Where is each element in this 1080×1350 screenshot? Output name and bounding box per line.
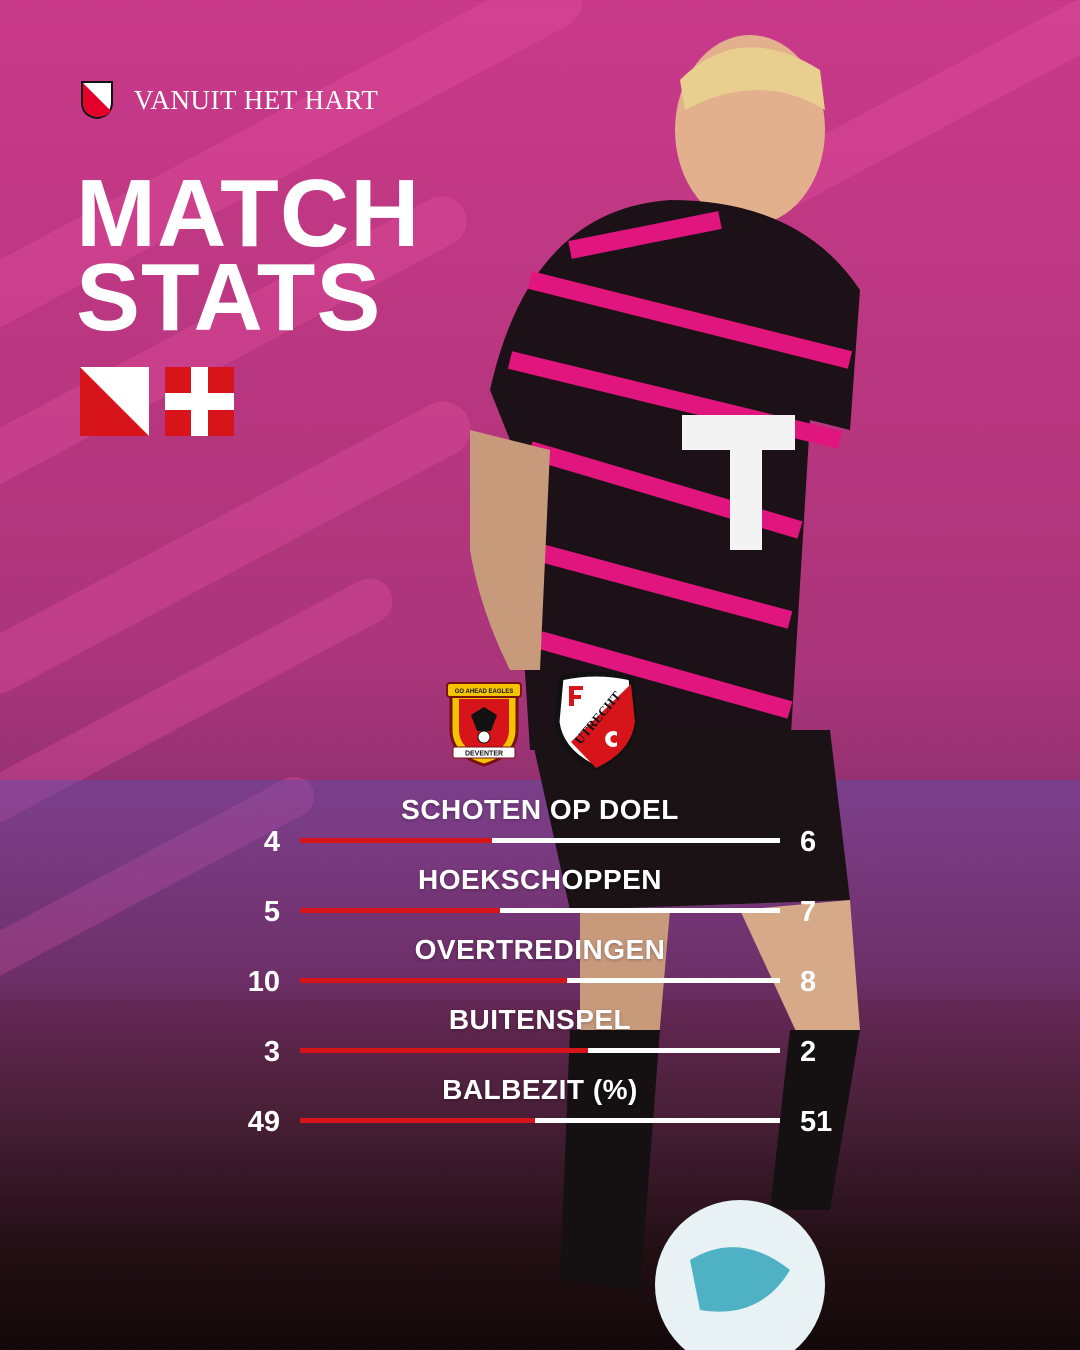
player-photo	[470, 35, 860, 1350]
comparison-bar	[300, 1118, 780, 1123]
utrecht-province-flag-icon	[165, 367, 234, 436]
stat-row: SCHOTEN OP DOEL 4 6	[230, 795, 860, 865]
home-fill	[300, 978, 567, 983]
home-crest-text-bottom: DEVENTER	[465, 751, 503, 758]
home-fill	[300, 1118, 536, 1123]
brand-header: VANUIT HET HART	[80, 80, 378, 120]
go-ahead-eagles-crest-icon: GO AHEAD EAGLES DEVENTER	[446, 682, 522, 767]
stat-row: BUITENSPEL 3 2	[230, 1005, 860, 1075]
home-value: 4	[263, 826, 280, 858]
fc-utrecht-crest-icon: UTRECHT	[554, 672, 638, 770]
away-value: 2	[800, 1036, 817, 1068]
stat-label: BALBEZIT (%)	[442, 1074, 638, 1105]
brand-slogan: VANUIT HET HART	[134, 84, 379, 115]
home-value: 5	[263, 896, 280, 928]
away-value: 6	[800, 826, 817, 858]
utrecht-flag-icon	[80, 367, 149, 436]
advertising-board	[0, 780, 1080, 1000]
home-fill	[300, 1048, 588, 1053]
title-line-2: STATS	[76, 244, 382, 351]
stat-label: SCHOTEN OP DOEL	[401, 794, 679, 825]
comparison-bar	[300, 908, 780, 913]
comparison-bar	[300, 838, 780, 843]
home-value: 49	[247, 1106, 280, 1138]
flags	[80, 367, 234, 436]
away-value: 7	[800, 896, 817, 928]
telekom-logo-icon	[682, 415, 795, 550]
team-crests: GO AHEAD EAGLES DEVENTER UTRECHT	[445, 672, 641, 770]
stat-row: BALBEZIT (%) 49 51	[230, 1075, 860, 1145]
page-title: MATCH STATS	[76, 160, 421, 351]
home-value: 10	[247, 966, 280, 998]
away-value: 8	[800, 966, 817, 998]
comparison-bar	[300, 1048, 780, 1053]
comparison-bar	[300, 978, 780, 983]
utrecht-shield-icon	[81, 81, 113, 120]
stat-label: HOEKSCHOPPEN	[417, 864, 663, 895]
stat-label: OVERTREDINGEN	[414, 934, 666, 965]
title-line-1: MATCH	[76, 160, 421, 267]
away-value: 51	[800, 1106, 833, 1138]
stat-row: OVERTREDINGEN 10 8	[230, 935, 860, 1005]
home-crest-text-top: GO AHEAD EAGLES	[455, 689, 513, 695]
home-fill	[300, 908, 501, 913]
home-fill	[300, 838, 492, 843]
stat-row: HOEKSCHOPPEN 5 7	[230, 865, 860, 935]
home-value: 3	[263, 1036, 280, 1068]
stat-label: BUITENSPEL	[448, 1004, 632, 1035]
